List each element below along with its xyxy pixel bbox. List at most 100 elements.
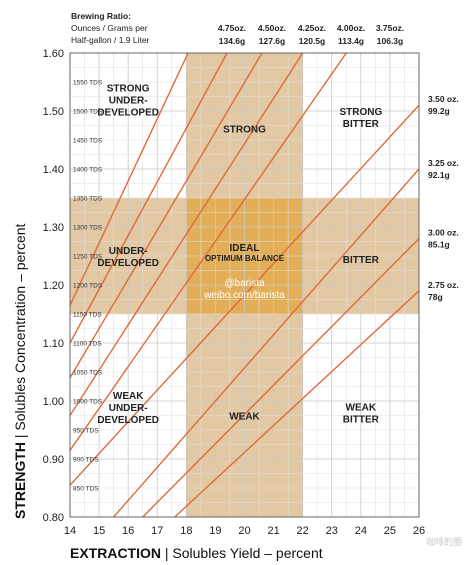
- x-tick-label: 18: [180, 525, 192, 537]
- watermark-url: weibo.com/barista: [203, 290, 285, 301]
- x-axis-title-rest: | Solubles Yield – percent: [161, 545, 323, 561]
- region-label: WEAK: [113, 391, 144, 402]
- tds-label: 1050 TDS: [73, 370, 103, 377]
- header-line-2: Ounces / Grams per: [71, 23, 148, 33]
- y-tick-label: 1.50: [43, 106, 64, 118]
- ratio-line: [142, 238, 419, 517]
- region-label: UNDER-: [109, 95, 148, 106]
- region-label: DEVELOPED: [97, 107, 159, 118]
- x-tick-label: 15: [93, 525, 105, 537]
- axes: 14 15 16 17 18 19 20 21 22 23 24 25 26 0.80 0.90 1.00 1.…: [12, 48, 425, 561]
- region-label: BITTER: [343, 119, 380, 130]
- x-tick-label: 23: [326, 525, 338, 537]
- ratio-line: [70, 53, 228, 344]
- ratio-label-oz: 3.25 oz.: [428, 158, 459, 168]
- ratio-label-oz: 2.75 oz.: [428, 280, 459, 290]
- ratio-label-g: 92.1g: [428, 170, 450, 180]
- x-tick-label: 21: [267, 525, 279, 537]
- x-tick-label: 14: [64, 525, 76, 537]
- x-tick-label: 25: [384, 525, 396, 537]
- tds-label: 1450 TDS: [73, 138, 103, 145]
- ratio-label-oz: 4.00oz.: [337, 23, 365, 33]
- y-tick-label: 1.20: [43, 280, 64, 292]
- y-tick-label: 1.40: [43, 164, 64, 176]
- tds-label: 1250 TDS: [73, 254, 103, 261]
- ratio-label-oz: 4.25oz.: [298, 23, 326, 33]
- ratio-line: [70, 53, 189, 306]
- tds-label: 850 TDS: [73, 486, 99, 493]
- tds-label: 1000 TDS: [73, 399, 103, 406]
- ratio-label-g: 113.4g: [338, 36, 364, 46]
- region-label: WEAK: [346, 403, 377, 414]
- tds-label: 1550 TDS: [73, 80, 103, 87]
- watermark-handle: @barista: [224, 278, 265, 289]
- ratio-label-oz: 3.50 oz.: [428, 94, 459, 104]
- tds-label: 950 TDS: [73, 428, 99, 435]
- y-tick-label: 0.80: [43, 512, 64, 524]
- tds-label: 1300 TDS: [73, 225, 103, 232]
- x-tick-label: 19: [209, 525, 221, 537]
- ratio-label-g: 106.3g: [377, 36, 403, 46]
- ratio-line: [70, 53, 304, 416]
- region-label: IDEAL: [230, 243, 260, 254]
- tds-label: 900 TDS: [73, 457, 99, 464]
- x-axis-title: EXTRACTION | Solubles Yield – percent: [70, 545, 323, 561]
- ratio-label-g: 127.6g: [259, 36, 285, 46]
- ratio-line: [70, 104, 419, 486]
- ratio-header: Brewing Ratio: Ounces / Grams per Half-gal…: [71, 11, 459, 302]
- ratio-label-g: 99.2g: [428, 106, 450, 116]
- y-axis-title-bold: STRENGTH: [12, 442, 28, 519]
- tds-label: 1100 TDS: [73, 341, 102, 348]
- region-label: DEVELOPED: [97, 415, 159, 426]
- corner-watermark: 咖啡的圈: [426, 536, 462, 547]
- ratio-label-g: 134.6g: [219, 36, 245, 46]
- x-tick-label: 16: [122, 525, 134, 537]
- ratio-line: [70, 53, 263, 379]
- region-label: WEAK: [229, 412, 260, 423]
- x-tick-label: 22: [297, 525, 309, 537]
- brewing-ratio-lines: [70, 53, 419, 517]
- ratio-label-oz: 4.50oz.: [258, 23, 286, 33]
- x-tick-label: 24: [355, 525, 367, 537]
- x-tick-label: 26: [413, 525, 425, 537]
- region-label: STRONG: [223, 124, 266, 135]
- y-tick-label: 1.10: [43, 338, 64, 350]
- tds-labels: 1550 TDS 1500 TDS 1450 TDS 1400 TDS 1350 TDS…: [73, 80, 103, 493]
- tds-label: 1350 TDS: [73, 196, 103, 203]
- ratio-label-g: 120.5g: [299, 36, 325, 46]
- region-label: STRONG: [339, 107, 382, 118]
- ratio-line: [174, 290, 419, 517]
- region-label: BITTER: [343, 415, 380, 426]
- x-axis-title-bold: EXTRACTION: [70, 545, 161, 561]
- tds-label: 1500 TDS: [73, 109, 103, 116]
- header-line-3: Half-gallon / 1.9 Liter: [71, 35, 150, 45]
- tds-label: 1400 TDS: [73, 167, 103, 174]
- y-axis-title: STRENGTH | Solubles Concentration – perc…: [12, 223, 28, 519]
- ratio-label-oz: 4.75oz.: [218, 23, 246, 33]
- ratio-label-oz: 3.00 oz.: [428, 228, 459, 238]
- plot-frame: [69, 52, 420, 518]
- ratio-label-oz: 3.75oz.: [376, 23, 404, 33]
- region-label: BITTER: [343, 255, 380, 266]
- ratio-line: [113, 168, 419, 517]
- tds-label: 1150 TDS: [73, 312, 102, 319]
- region-labels: STRONGUNDER-DEVELOPEDSTRONGSTRONGBITTERU…: [97, 83, 382, 425]
- y-tick-label: 1.30: [43, 222, 64, 234]
- y-tick-label: 0.90: [43, 454, 64, 466]
- y-axis-title-rest: | Solubles Concentration – percent: [12, 223, 28, 442]
- tds-label: 1200 TDS: [73, 283, 103, 290]
- region-label: UNDER-: [109, 246, 148, 257]
- y-tick-label: 1.00: [43, 396, 64, 408]
- ratio-line: [70, 53, 347, 451]
- x-tick-label: 20: [238, 525, 250, 537]
- x-tick-label: 17: [151, 525, 163, 537]
- region-label: DEVELOPED: [97, 258, 159, 269]
- region-sublabel: OPTIMUM BALANCE: [205, 254, 285, 263]
- header-line-1: Brewing Ratio:: [71, 11, 131, 21]
- y-tick-label: 1.60: [43, 48, 64, 60]
- ratio-label-g: 78g: [428, 292, 443, 302]
- region-label: STRONG: [107, 83, 150, 94]
- region-label: UNDER-: [109, 403, 148, 414]
